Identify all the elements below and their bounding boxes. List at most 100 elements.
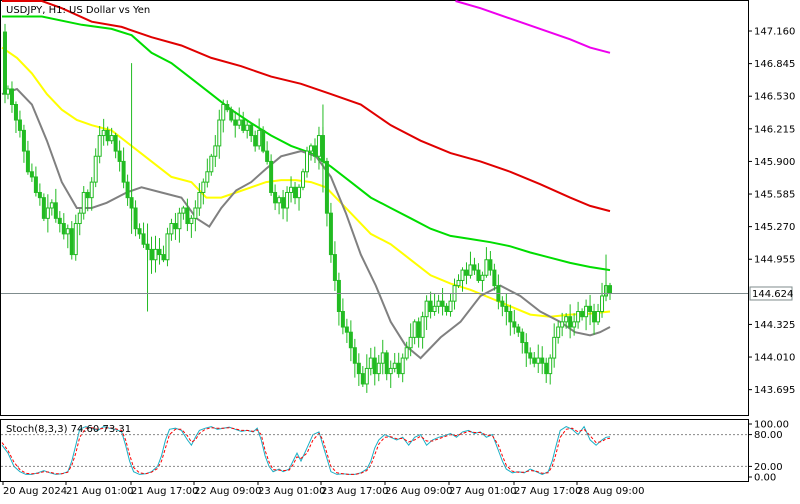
candle [596, 303, 601, 325]
candle [245, 119, 250, 139]
candle [305, 146, 309, 178]
candle [348, 320, 353, 362]
candle [221, 99, 226, 133]
candle [600, 282, 605, 318]
candle [556, 320, 561, 344]
price-axis: 147.160 146.845 146.530 146.215 145.900 145.5… [748, 27, 795, 396]
candle-body [101, 129, 106, 137]
candle-body [25, 150, 30, 173]
candle-body [253, 135, 258, 147]
candle [81, 186, 86, 220]
candle [17, 110, 22, 138]
candle-body [285, 191, 290, 209]
candle-body [265, 150, 270, 162]
candle [13, 101, 18, 134]
candle-body [301, 171, 306, 188]
candle [428, 291, 433, 319]
candle-body [269, 160, 274, 193]
time-tick-label: 21 Aug 17:00 [131, 486, 198, 497]
candle-body [77, 212, 82, 225]
stoch-tick-label: 100.00 [754, 420, 789, 431]
candle-body [21, 129, 26, 152]
candle [356, 353, 361, 386]
candle-body [532, 357, 537, 364]
candle [532, 352, 537, 368]
candle [588, 294, 593, 326]
candle-body [117, 150, 122, 162]
candle-body [336, 279, 341, 313]
candle [384, 350, 389, 381]
candle-body [289, 186, 294, 193]
candle-body [392, 362, 397, 369]
candle [29, 163, 34, 182]
time-tick-label: 20 Aug 2024 [3, 486, 67, 497]
candle-body [588, 305, 593, 313]
candle [233, 111, 238, 138]
candle [217, 109, 222, 159]
candle [297, 184, 302, 211]
candle [332, 241, 337, 291]
candle [416, 317, 421, 348]
candle-body [245, 124, 250, 131]
candle-body [221, 104, 226, 121]
candle-body [93, 155, 98, 183]
candle [420, 311, 425, 349]
candle-body [217, 119, 222, 147]
candle-body [209, 155, 214, 173]
candle-body [81, 191, 86, 214]
time-tick-label: 28 Aug 09:00 [577, 486, 644, 497]
candle-body [552, 336, 557, 359]
candle [540, 346, 545, 375]
candle [568, 304, 573, 339]
candle-body [61, 223, 66, 235]
candle [185, 198, 190, 232]
moving-average-4 [1, 87, 611, 360]
candle-body [492, 269, 497, 287]
candle-body [324, 160, 329, 214]
candle [316, 126, 321, 170]
candle-body [460, 269, 465, 281]
candle [197, 183, 202, 216]
candle [241, 111, 246, 134]
candle [336, 272, 341, 326]
candle-body [261, 129, 266, 152]
candle [65, 224, 70, 249]
candle [536, 344, 541, 374]
candle-body [396, 362, 401, 375]
candle-body [424, 300, 429, 318]
candle [308, 143, 313, 161]
candle-body [281, 197, 286, 209]
candle-body [105, 129, 110, 142]
stoch-line-main [1, 425, 611, 475]
price-tick-label: 145.585 [754, 190, 795, 201]
candle [121, 147, 126, 189]
candle-body [201, 181, 206, 193]
candle [209, 153, 214, 176]
candle-body [368, 357, 373, 369]
stoch-tick-label: 0.00 [754, 473, 776, 484]
candle [376, 354, 381, 382]
candle [552, 323, 557, 368]
stochastic-lines [1, 425, 611, 475]
candle [352, 338, 357, 378]
price-tick-label: 146.845 [754, 59, 795, 70]
candle [293, 181, 298, 205]
time-tick-label: 23 Aug 17:00 [321, 486, 388, 497]
candle [476, 263, 481, 283]
candle [412, 319, 417, 345]
candle [165, 227, 170, 267]
candle [388, 360, 393, 388]
candle-body [376, 362, 381, 375]
candle [2, 23, 7, 104]
candle-body [476, 269, 481, 281]
candle [368, 347, 373, 376]
candle [564, 313, 569, 329]
candle [77, 209, 82, 236]
price-tick-label: 145.270 [754, 222, 795, 233]
candle [157, 238, 162, 265]
candle [301, 168, 306, 191]
moving-averages [1, 0, 611, 360]
candle-body [65, 228, 70, 235]
moving-average-2 [2, 0, 611, 213]
candle-body [41, 197, 46, 219]
